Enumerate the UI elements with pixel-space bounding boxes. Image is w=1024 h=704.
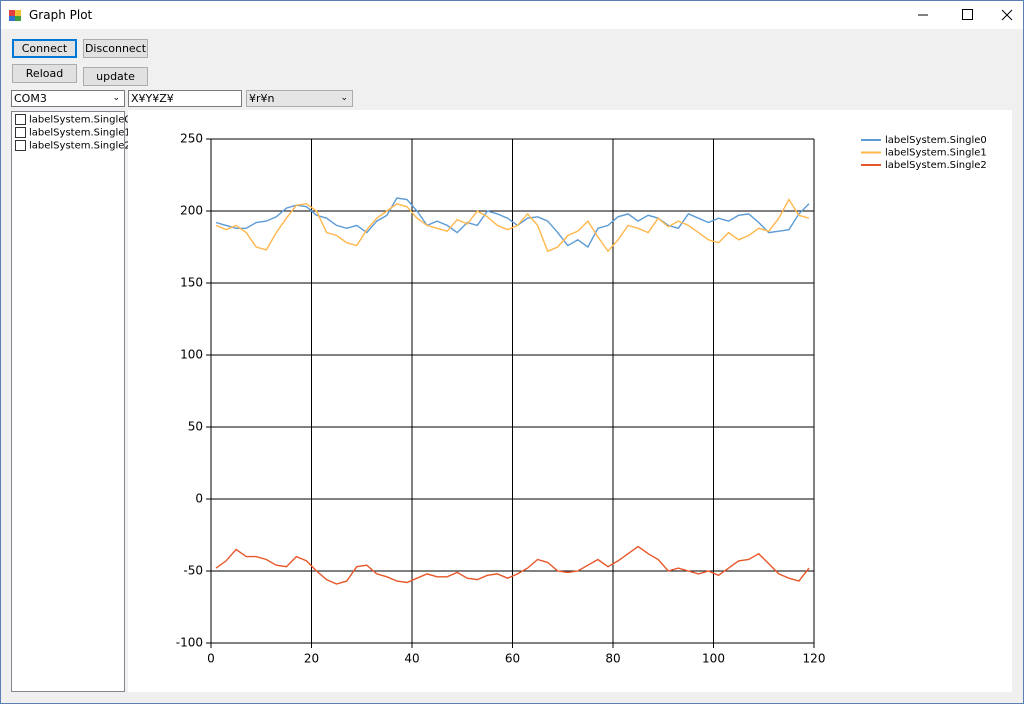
y-tick-label: 200 xyxy=(180,204,203,218)
dropdown-arrow: ⌄ xyxy=(340,93,348,103)
title-bar: Graph Plot xyxy=(1,1,1023,29)
check-label: labelSystem.Single2 xyxy=(29,140,131,152)
check-label: labelSystem.Single0 xyxy=(29,114,131,126)
legend-label: labelSystem.Single1 xyxy=(885,148,987,159)
y-tick-label: 0 xyxy=(195,492,203,506)
newline-value: ¥r¥n xyxy=(249,92,275,105)
series-line xyxy=(215,197,810,249)
dropdown-arrow: ⌄ xyxy=(112,93,120,103)
port-combo[interactable]: COM3 ⌄ xyxy=(11,90,125,107)
x-tick-label: 60 xyxy=(505,652,520,666)
x-tick-label: 20 xyxy=(304,652,319,666)
legend-label: labelSystem.Single0 xyxy=(885,135,987,146)
y-tick-label: 50 xyxy=(188,420,203,434)
x-tick-label: 80 xyxy=(605,652,620,666)
x-tick-label: 120 xyxy=(803,652,826,666)
checkbox[interactable] xyxy=(15,140,26,151)
legend-label: labelSystem.Single2 xyxy=(885,160,987,171)
port-value: COM3 xyxy=(14,92,47,105)
y-tick-label: -50 xyxy=(183,564,203,578)
format-textbox[interactable]: X¥Y¥Z¥ xyxy=(128,90,242,107)
window-controls[interactable] xyxy=(903,1,1023,29)
y-tick-label: 250 xyxy=(180,132,203,146)
x-tick-label: 100 xyxy=(702,652,725,666)
connect-button[interactable]: Connect xyxy=(12,39,77,58)
check-label: labelSystem.Single1 xyxy=(29,127,131,139)
window-title: Graph Plot xyxy=(29,8,93,22)
checkbox[interactable] xyxy=(15,114,26,125)
y-tick-label: 100 xyxy=(180,348,203,362)
check-item[interactable]: labelSystem.Single1 xyxy=(15,127,131,140)
checkbox[interactable] xyxy=(15,127,26,138)
update-button[interactable]: update xyxy=(83,67,148,86)
check-item[interactable]: labelSystem.Single0 xyxy=(15,114,131,127)
disconnect-button[interactable]: Disconnect xyxy=(83,39,148,58)
chart: -100 -50 0 50 100 150 200 250 0 20 40 60 80 100 120 lab… xyxy=(128,110,1012,692)
app-icon xyxy=(9,10,21,21)
newline-combo[interactable]: ¥r¥n ⌄ xyxy=(246,90,353,107)
format-value: X¥Y¥Z¥ xyxy=(131,92,174,105)
x-tick-label: 40 xyxy=(404,652,419,666)
series-line xyxy=(215,545,810,585)
x-tick-label: 0 xyxy=(207,652,215,666)
check-item[interactable]: labelSystem.Single2 xyxy=(15,140,131,153)
reload-button[interactable]: Reload xyxy=(12,64,77,83)
chart-background xyxy=(128,110,1012,692)
checked-list: labelSystem.Single0 labelSystem.Single1 la… xyxy=(11,111,131,692)
y-tick-label: 150 xyxy=(180,276,203,290)
series-line xyxy=(215,198,810,253)
y-tick-label: -100 xyxy=(176,636,203,650)
